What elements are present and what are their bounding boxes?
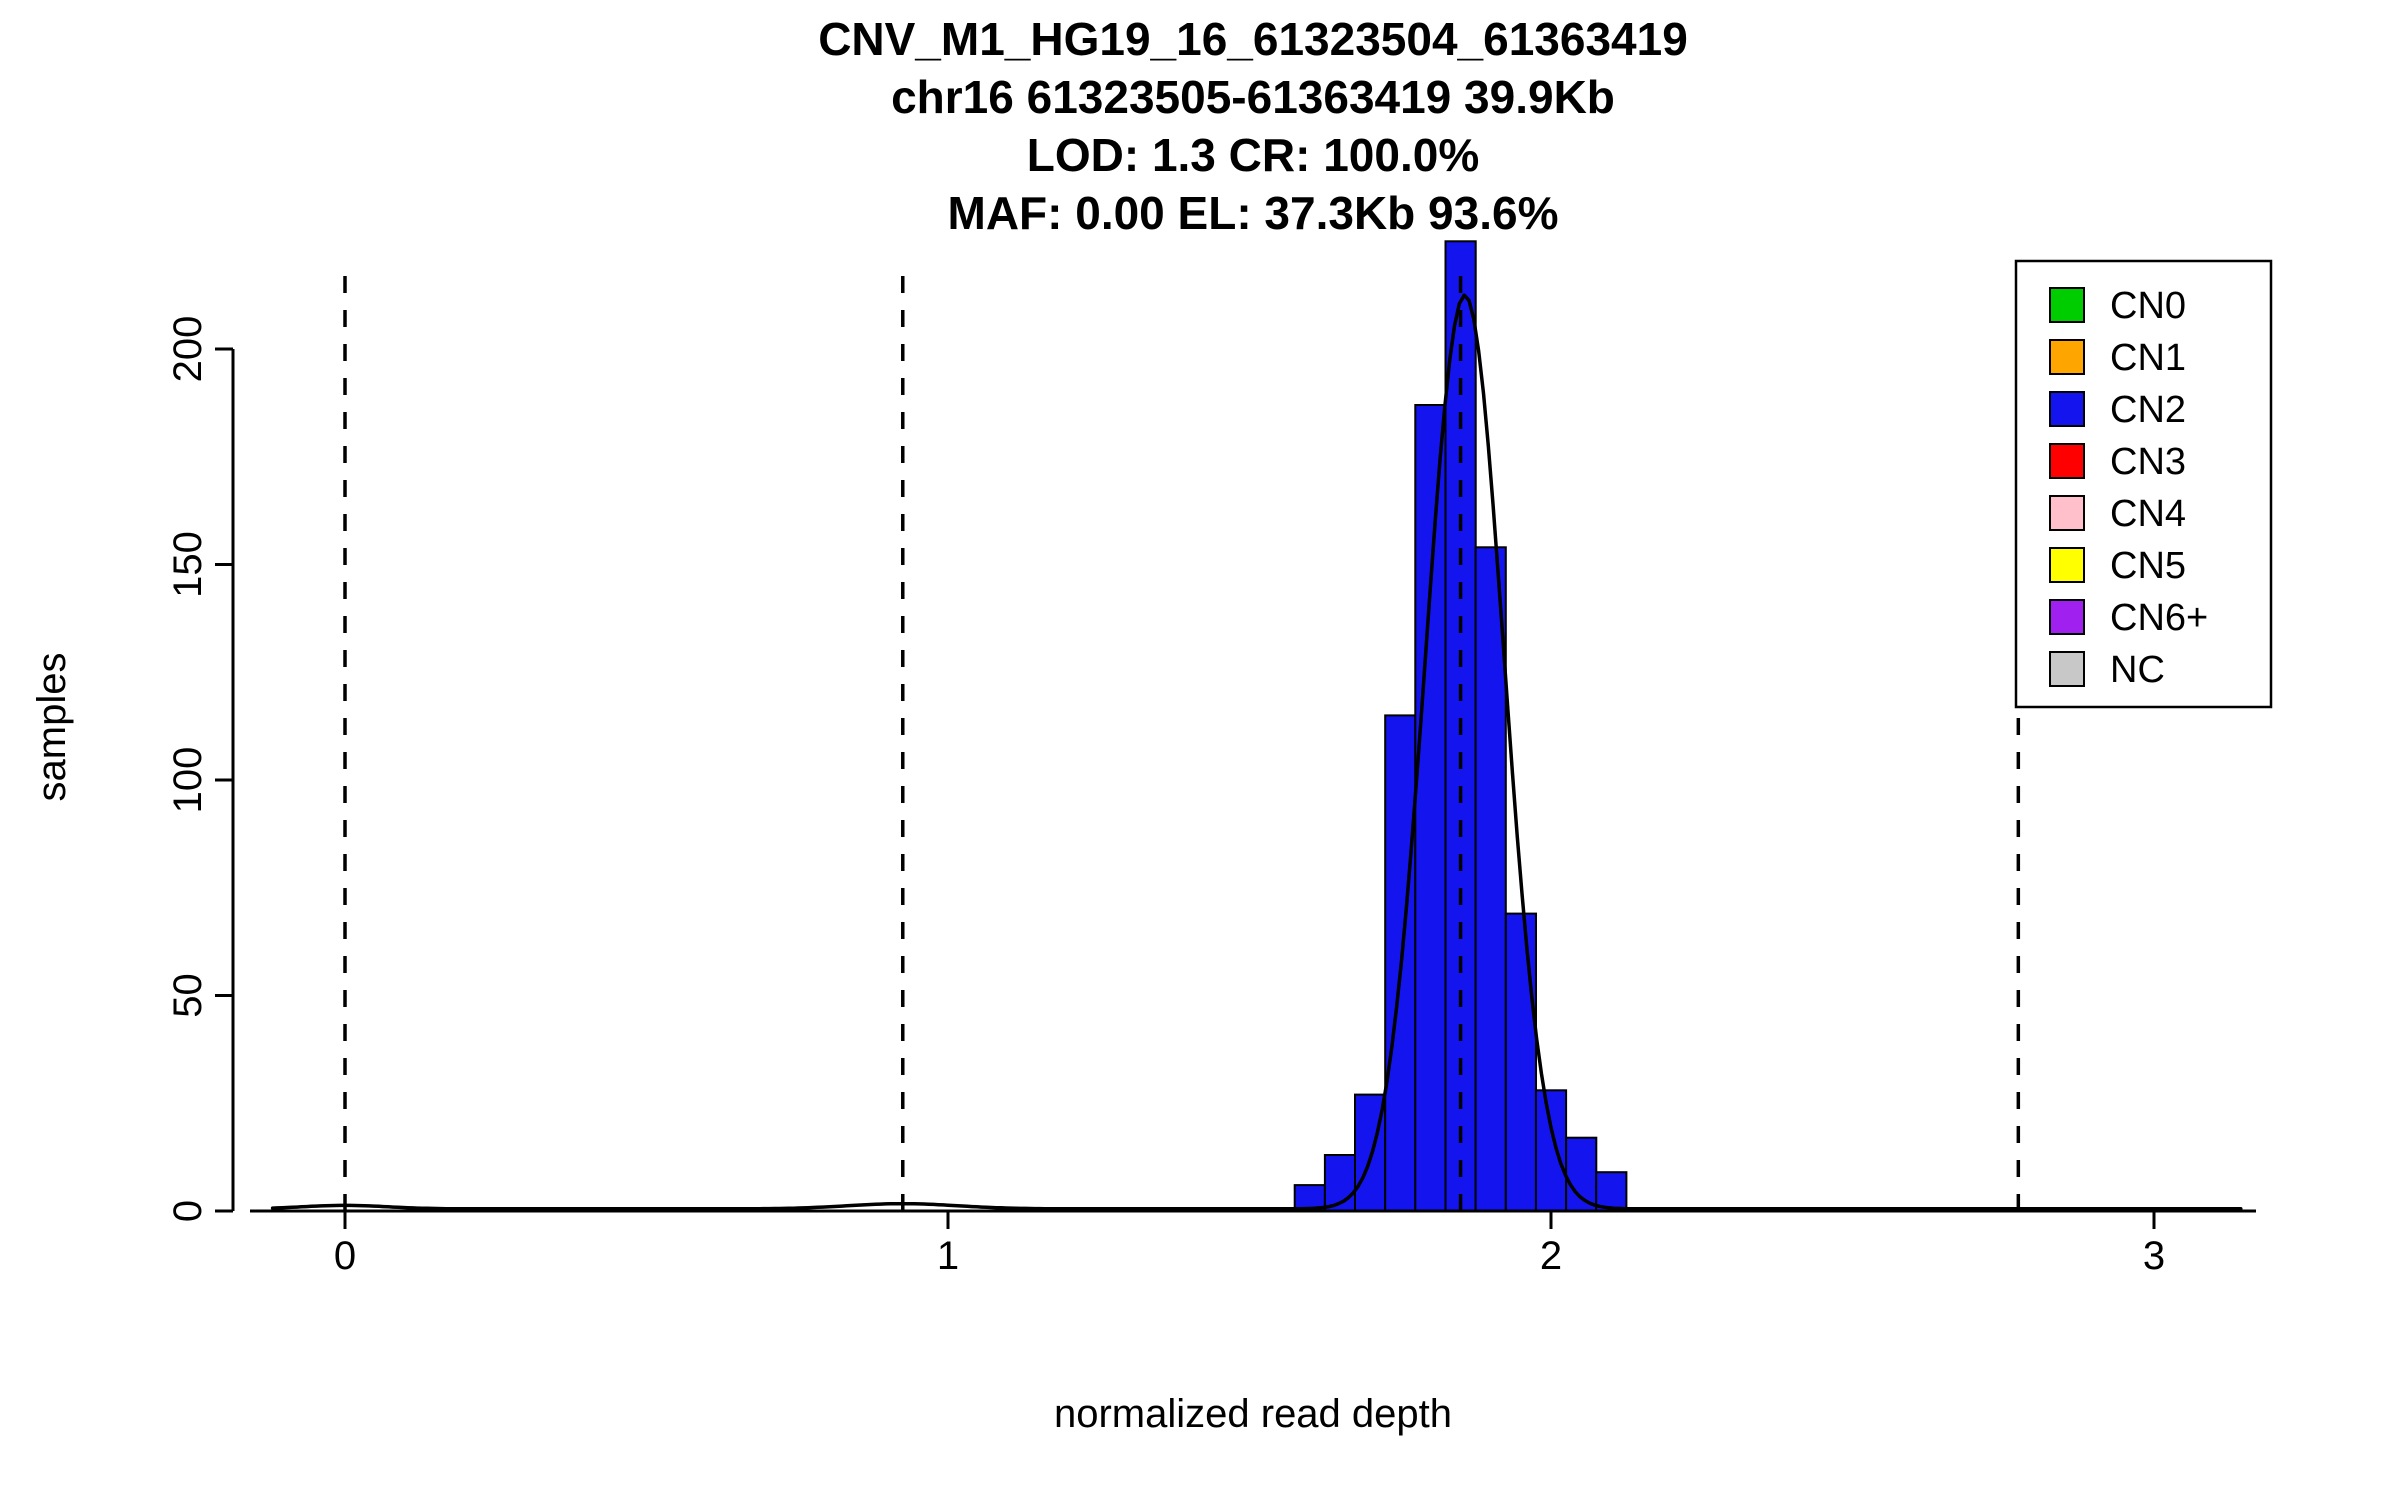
legend-label-cn6plus: CN6+ — [2110, 597, 2208, 639]
legend-swatch-nc — [2049, 651, 2085, 687]
legend-label-cn3: CN3 — [2110, 441, 2186, 483]
y-axis-tick-label: 200 — [166, 316, 210, 383]
legend-label-cn2: CN2 — [2110, 389, 2186, 431]
x-axis-tick-label: 0 — [334, 1234, 356, 1278]
plot-title-line-1: CNV_M1_HG19_16_61323504_61363419 — [818, 13, 1688, 65]
legend-swatch-cn4 — [2049, 495, 2085, 531]
legend-label-nc: NC — [2110, 649, 2165, 691]
y-axis-tick-label: 50 — [166, 973, 210, 1018]
legend-swatch-cn2 — [2049, 391, 2085, 427]
legend-swatch-cn3 — [2049, 443, 2085, 479]
histogram-bar — [1474, 546, 1507, 1212]
legend-box — [2014, 259, 2273, 709]
y-axis-tick-label: 150 — [166, 531, 210, 598]
legend-swatch-cn1 — [2049, 339, 2085, 375]
plot-title-line-2: chr16 61323505-61363419 39.9Kb — [891, 71, 1615, 123]
y-axis-tick-label: 0 — [166, 1200, 210, 1222]
legend-label-cn1: CN1 — [2110, 337, 2186, 379]
legend-label-cn5: CN5 — [2110, 545, 2186, 587]
legend-label-cn4: CN4 — [2110, 493, 2186, 535]
x-axis-tick-label: 3 — [2143, 1234, 2165, 1278]
plot-title-line-4: MAF: 0.00 EL: 37.3Kb 93.6% — [947, 187, 1559, 239]
y-axis-title: samples — [29, 652, 74, 802]
histogram-bar — [1414, 404, 1447, 1212]
histogram-bar — [1504, 912, 1538, 1212]
histogram-bar — [1534, 1089, 1568, 1213]
density-curve — [270, 293, 2243, 1211]
y-axis-tick-label: 100 — [166, 747, 210, 814]
plot-title-line-3: LOD: 1.3 CR: 100.0% — [1026, 129, 1480, 181]
plot-title: CNV_M1_HG19_16_61323504_61363419 chr16 6… — [250, 10, 2256, 242]
legend-label-cn0: CN0 — [2110, 285, 2186, 327]
x-axis-title: normalized read depth — [1053, 1392, 1453, 1436]
legend-swatch-cn6plus — [2049, 599, 2085, 635]
legend-swatch-cn0 — [2049, 287, 2085, 323]
x-axis-tick-label: 1 — [937, 1234, 959, 1278]
histogram-bar — [1565, 1136, 1598, 1212]
legend-swatch-cn5 — [2049, 547, 2085, 583]
x-axis-tick-label: 2 — [1540, 1234, 1562, 1278]
